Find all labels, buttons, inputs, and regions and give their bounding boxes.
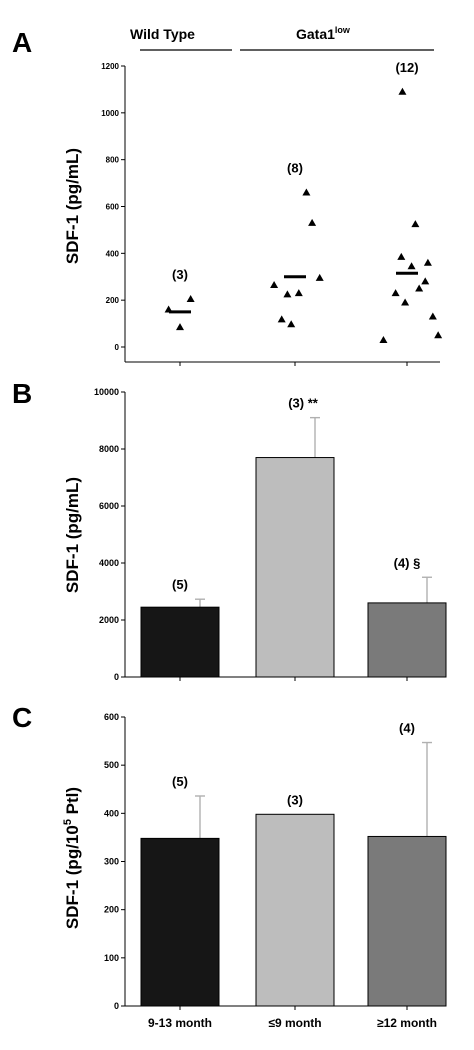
data-point-triangle [294, 289, 303, 297]
n-label: (3) [172, 267, 188, 282]
data-point-triangle [411, 220, 420, 228]
y-tick-label: 6000 [99, 501, 119, 511]
y-axis-label-a: SDF-1 (pg/mL) [63, 148, 82, 264]
data-point-triangle [176, 323, 184, 331]
n-label: (4) § [394, 555, 421, 570]
panel-c: C SDF-1 (pg/105 Ptl) 0 100 200 300 400 500 600… [12, 702, 447, 1030]
bar [255, 457, 335, 678]
y-tick-label: 400 [104, 808, 119, 818]
y-tick-label: 0 [115, 343, 120, 352]
data-point-triangle [434, 331, 443, 339]
panel-letter-c: C [12, 702, 32, 733]
data-point-triangle [391, 289, 400, 297]
bar [367, 602, 447, 678]
n-label: (4) [399, 721, 415, 736]
n-label: (3) [287, 792, 303, 807]
panel-letter-a: A [12, 27, 32, 58]
y-tick-label: 1200 [101, 62, 119, 71]
y-tick-label: 2000 [99, 615, 119, 625]
data-point-triangle [287, 320, 296, 328]
bar [367, 835, 447, 1007]
data-point-triangle [308, 218, 317, 226]
y-tick-label: 600 [106, 203, 120, 212]
n-label: (3) ** [288, 396, 319, 411]
data-point-triangle [379, 335, 388, 343]
y-tick-label: 500 [104, 760, 119, 770]
y-tick-label: 0 [114, 1001, 119, 1011]
bar [140, 606, 220, 678]
y-tick-label: 300 [104, 857, 119, 867]
data-point-triangle [415, 284, 424, 292]
y-axis-c: 0 100 200 300 400 500 600 [104, 712, 408, 1011]
n-label: (12) [395, 60, 418, 75]
y-tick-label: 10000 [94, 387, 119, 397]
n-label: (5) [172, 577, 188, 592]
y-tick-label: 4000 [99, 558, 119, 568]
data-point-triangle [283, 290, 292, 298]
x-category-label: ≥12 month [377, 1016, 437, 1030]
data-point-triangle [423, 258, 432, 266]
bar [255, 813, 335, 1007]
y-axis-a: 0 200 400 600 800 1000 1200 [101, 62, 408, 366]
x-category-label: 9-13 month [148, 1016, 212, 1030]
y-tick-label: 400 [106, 249, 120, 258]
y-tick-label: 1000 [101, 109, 119, 118]
data-points-a: (3) (8) (12) [164, 60, 443, 343]
y-tick-label: 8000 [99, 444, 119, 454]
n-label: (8) [287, 160, 303, 175]
y-axis-label-c-superscript: 5 [62, 819, 74, 825]
data-point-triangle [397, 252, 406, 260]
panel-a: A Wild Type Gata1low SDF-1 (pg/mL) 0 200 4… [12, 25, 443, 366]
group-label-gata1: Gata1low [296, 25, 351, 42]
panel-letter-b: B [12, 378, 32, 409]
y-tick-label: 200 [106, 296, 120, 305]
y-tick-label: 0 [114, 672, 119, 682]
bars-c: (5) (3) (4) 9-13 month ≤9 month ≥12 month [140, 721, 447, 1030]
y-axis-b: 0 2000 4000 6000 8000 10000 [94, 387, 408, 682]
y-axis-label-c: SDF-1 (pg/105 Ptl) [62, 787, 82, 929]
data-point-triangle [401, 298, 410, 306]
bars-b: (5) (3) ** (4) § [140, 396, 447, 678]
x-category-label: ≤9 month [268, 1016, 321, 1030]
y-tick-label: 200 [104, 905, 119, 915]
group-label-wild-type: Wild Type [130, 26, 195, 42]
data-point-triangle [186, 294, 195, 302]
group-label-gata1-superscript: low [335, 25, 351, 35]
y-tick-label: 600 [104, 712, 119, 722]
data-point-triangle [407, 262, 416, 270]
data-point-triangle [277, 315, 286, 323]
y-axis-label-b: SDF-1 (pg/mL) [63, 477, 82, 593]
bar [140, 837, 220, 1007]
data-point-triangle [315, 273, 324, 281]
data-point-triangle [428, 312, 437, 320]
data-point-triangle [302, 188, 311, 196]
panel-b: B SDF-1 (pg/mL) 0 2000 4000 6000 8000 10000 (… [12, 378, 447, 682]
data-point-triangle [398, 87, 407, 95]
y-tick-label: 100 [104, 953, 119, 963]
n-label: (5) [172, 774, 188, 789]
data-point-triangle [421, 277, 430, 285]
y-tick-label: 800 [106, 156, 120, 165]
data-point-triangle [270, 280, 279, 288]
